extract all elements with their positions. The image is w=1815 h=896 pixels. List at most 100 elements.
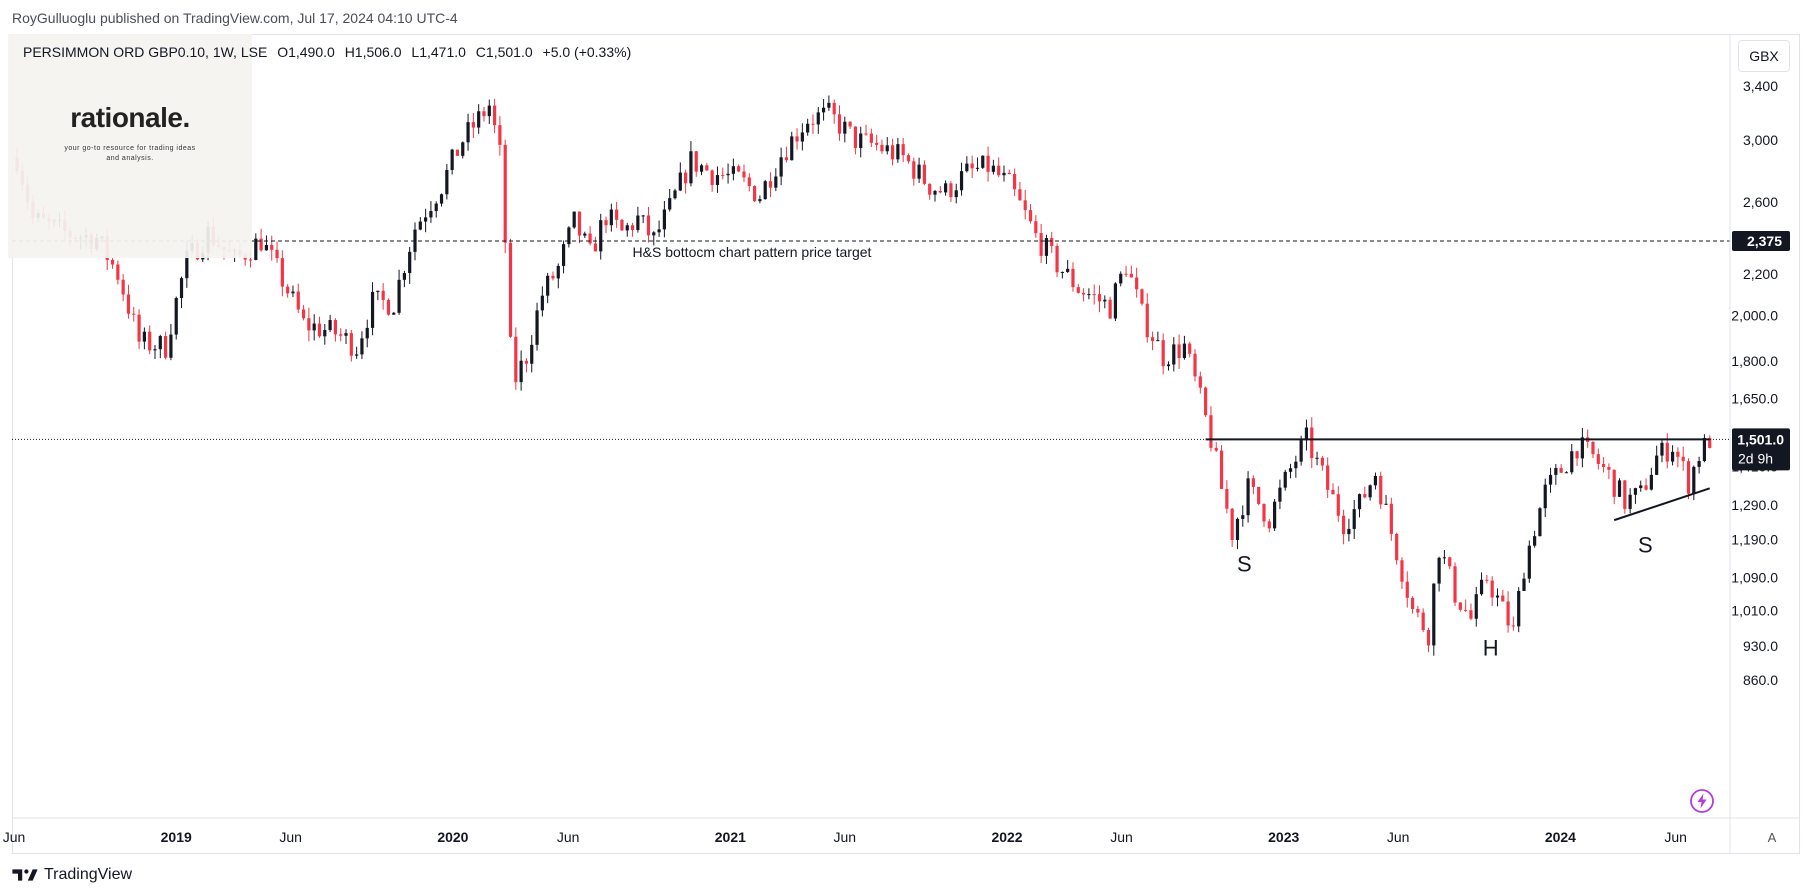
candle-down — [694, 151, 698, 172]
candle-up — [1522, 578, 1526, 591]
candle-up — [1570, 451, 1574, 473]
candle-down — [1326, 465, 1330, 490]
candle-down — [1145, 303, 1149, 338]
candle-down — [1204, 387, 1208, 416]
candle-up — [981, 155, 985, 168]
candle-down — [1050, 238, 1054, 247]
candle-up — [1315, 457, 1319, 459]
candle-down — [1140, 289, 1144, 304]
y-tick-label: 1,650.0 — [1731, 390, 1778, 406]
candle-down — [864, 133, 868, 135]
candle-down — [869, 133, 873, 143]
candle-up — [715, 175, 720, 185]
y-tick-label: 1,190.0 — [1731, 532, 1778, 548]
candle-down — [928, 183, 932, 195]
y-tick-label: 2,600 — [1743, 194, 1778, 210]
legend-symbol[interactable]: PERSIMMON ORD GBP0.10, 1W, LSE — [23, 44, 268, 60]
candle-up — [185, 250, 189, 279]
candle-up — [370, 291, 375, 328]
candle-down — [1193, 353, 1197, 377]
candle-down — [1623, 480, 1627, 509]
candle-up — [1172, 344, 1176, 365]
candle-up — [1368, 485, 1372, 498]
candle-up — [1294, 461, 1298, 469]
candle-down — [710, 170, 714, 185]
candle-up — [461, 142, 465, 156]
candle-up — [609, 209, 613, 226]
legend-low: L1,471.0 — [411, 44, 466, 60]
candle-up — [323, 330, 327, 337]
trendline — [1613, 487, 1711, 522]
candle-up — [779, 157, 783, 177]
candle-up — [1002, 172, 1006, 176]
candle-down — [1405, 581, 1409, 598]
candle-up — [774, 176, 778, 188]
candle-up — [519, 360, 523, 383]
candle-down — [301, 309, 306, 319]
x-tick-label: 2023 — [1268, 829, 1299, 845]
candle-up — [540, 295, 544, 311]
candle-up — [556, 265, 560, 279]
footer-brand[interactable]: TradingView — [44, 866, 133, 883]
candle-down — [121, 279, 125, 295]
candle-up — [546, 275, 550, 296]
candle-down — [508, 242, 513, 337]
candle-up — [731, 166, 735, 174]
tradingview-logo-icon[interactable] — [12, 868, 38, 882]
candle-down — [1129, 273, 1133, 278]
candle-up — [429, 211, 433, 218]
candle-down — [949, 183, 953, 198]
candle-up — [312, 323, 316, 331]
candle-down — [1018, 189, 1022, 201]
candle-up — [827, 102, 831, 108]
candle-down — [1267, 521, 1271, 529]
axes-layer: 3,4003,0002,6002,4002,2002,000.01,800.01… — [3, 34, 1800, 854]
auto-scale-button[interactable]: A — [1767, 830, 1777, 845]
candle-down — [248, 259, 253, 261]
x-tick-label: 2020 — [437, 829, 468, 845]
candle-up — [1241, 515, 1245, 519]
y-tick-label: 1,010.0 — [1731, 603, 1778, 619]
y-tick-label: 1,800.0 — [1731, 353, 1778, 369]
candle-up — [885, 145, 889, 152]
candle-up — [418, 221, 422, 230]
y-tick-label: 930.0 — [1743, 638, 1778, 654]
candle-up — [662, 209, 666, 230]
candle-down — [1485, 579, 1489, 581]
candle-down — [901, 144, 905, 156]
candle-down — [110, 259, 115, 265]
candle-down — [577, 211, 582, 236]
candle-down — [116, 264, 120, 280]
candle-up — [1655, 455, 1659, 475]
candle-up — [1246, 478, 1250, 516]
x-tick-label: 2021 — [715, 829, 746, 845]
y-tick-label: 860.0 — [1743, 672, 1778, 688]
candle-down — [853, 126, 858, 149]
candle-up — [1103, 299, 1107, 302]
candle-up — [689, 151, 693, 184]
x-tick-label: Jun — [1664, 829, 1687, 845]
currency-selector[interactable]: GBX — [1738, 40, 1790, 72]
candle-down — [307, 318, 311, 331]
x-tick-label: Jun — [557, 829, 580, 845]
footer: TradingView — [12, 866, 132, 884]
candle-down — [1426, 630, 1431, 646]
candle-up — [413, 229, 417, 252]
candle-down — [1453, 566, 1457, 603]
candle-down — [286, 286, 290, 294]
candle-down — [349, 333, 353, 356]
candle-down — [1389, 503, 1393, 534]
candle-down — [721, 175, 725, 177]
candle-down — [514, 336, 518, 383]
candle-down — [1681, 456, 1685, 462]
candle-up — [1113, 283, 1118, 319]
lightning-icon[interactable] — [1688, 787, 1716, 815]
candle-down — [875, 142, 879, 145]
candle-down — [1336, 494, 1340, 516]
candle-up — [487, 105, 491, 117]
ohlc-legend: PERSIMMON ORD GBP0.10, 1W, LSE O1,490.0 … — [23, 44, 637, 60]
candle-up — [1649, 474, 1653, 490]
candles-layer — [15, 95, 1712, 656]
candle-down — [471, 122, 475, 128]
